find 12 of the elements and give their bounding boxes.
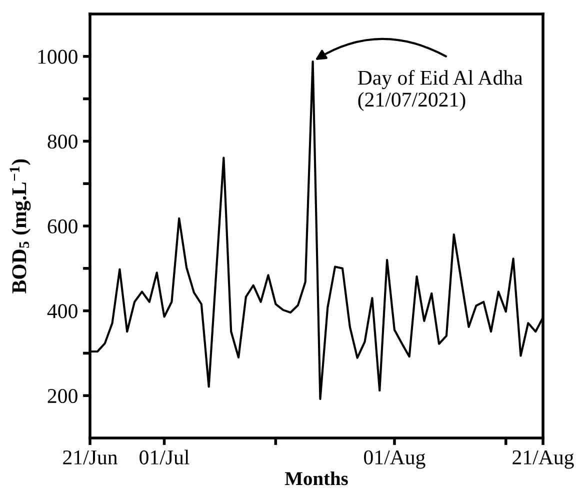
y-tick-label: 600 [48, 219, 78, 234]
x-tick-label: 21/Jun [63, 450, 118, 464]
y-axis-title: BOD$_{5}$ (mg.L$^{−1}$) [10, 159, 31, 294]
x-tick-label: 01/Aug [364, 450, 426, 469]
x-tick-label: 21/Aug [512, 450, 574, 469]
y-tick-label: 400 [47, 304, 78, 318]
annotation: Day of Eid Al Adha (21/07/2021) [358, 70, 523, 111]
y-tick-label: 1000 [38, 50, 78, 64]
y-tick-label: 200 [48, 388, 78, 404]
x-tick-label: 01/Jul [140, 450, 190, 464]
x-axis-title: Months [284, 471, 348, 486]
y-tick-label: 800 [48, 134, 78, 149]
